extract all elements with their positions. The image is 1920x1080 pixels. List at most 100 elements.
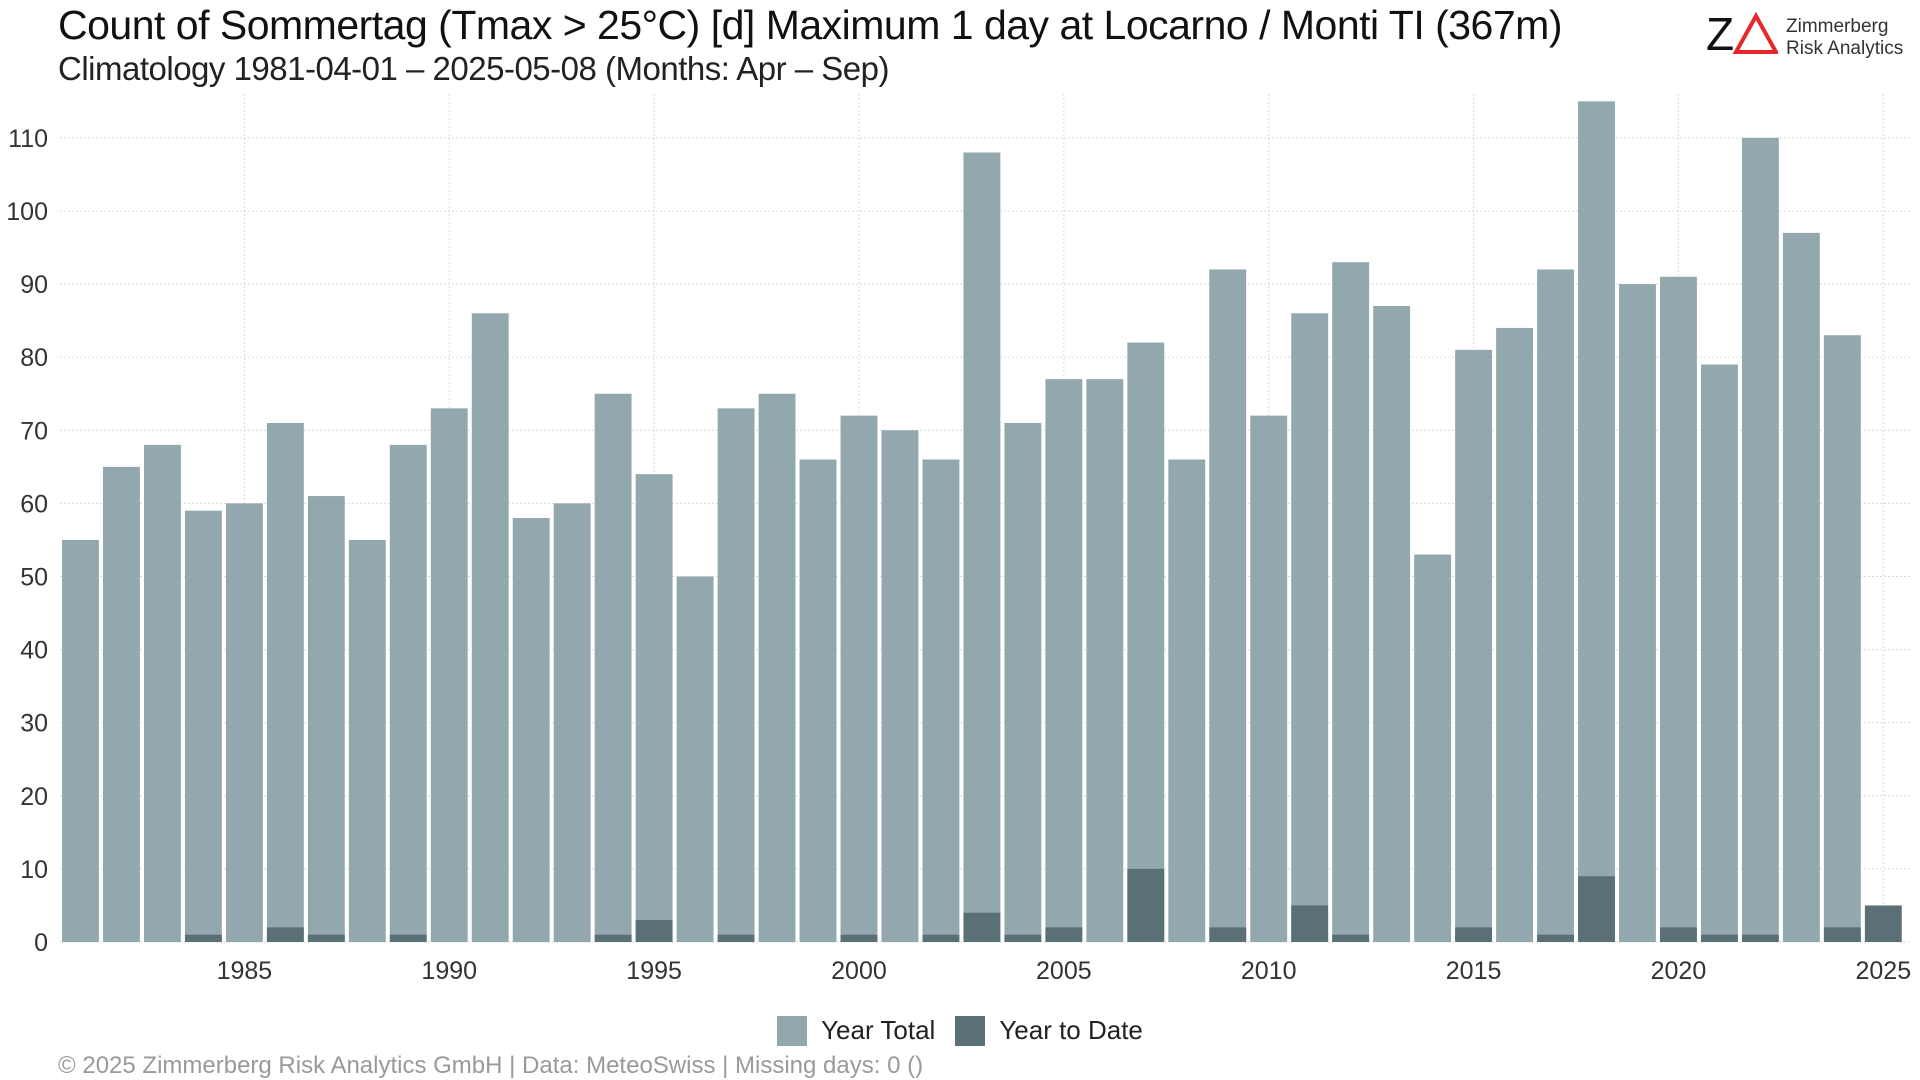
bar-year-total [922,459,960,942]
bar-year-to-date [840,934,878,942]
x-tick-label: 2020 [1651,957,1707,985]
bar-year-to-date [1332,934,1370,942]
y-tick-label: 100 [6,198,48,226]
bar-year-total [1127,342,1165,942]
chart-legend: Year Total Year to Date [0,1015,1920,1046]
y-tick-label: 80 [20,344,48,372]
bar-year-to-date [266,927,304,942]
bar-year-total [1660,276,1697,942]
y-tick-label: 20 [20,783,48,811]
x-tick-label: 2010 [1241,957,1297,985]
bar-year-total [1414,554,1452,942]
bar-year-total [307,496,345,942]
bar-year-to-date [1578,876,1615,942]
bar-year-total [676,576,714,942]
bar-year-total [1578,101,1615,942]
bar-year-total [225,503,263,942]
bar-year-to-date [594,934,632,942]
bar-year-total [389,444,427,942]
bar-year-total [840,415,878,943]
legend-swatch-year-total [777,1015,808,1046]
bar-year-total [103,466,140,942]
y-tick-label: 30 [20,710,48,738]
bar-year-to-date [389,934,427,942]
bars [62,101,1902,943]
bar-year-to-date [1741,934,1779,942]
x-tick-label: 2025 [1856,957,1912,985]
bar-year-total [799,459,837,942]
chart-subtitle: Climatology 1981-04-01 – 2025-05-08 (Mon… [58,50,890,87]
bar-year-total [1250,415,1288,943]
bar-year-to-date [717,934,755,942]
x-tick-label: 1990 [421,957,477,985]
bar-year-to-date [1700,934,1738,942]
y-tick-label: 10 [20,856,48,884]
bar-year-to-date [1823,927,1861,942]
chart-title: Count of Sommertag (Tmax > 25°C) [d] Max… [58,2,1562,48]
bar-year-total [717,408,755,942]
svg-text:Z: Z [1706,12,1734,56]
bar-year-to-date [184,934,222,942]
bar-year-total [1209,269,1247,943]
bar-year-to-date [1209,927,1247,942]
bar-year-total [1086,379,1124,942]
bar-year-total [1168,459,1206,942]
bar-year-to-date [1864,905,1902,942]
legend-label-year-to-date: Year to Date [999,1015,1143,1045]
bar-year-total [430,408,468,942]
x-tick-label: 2000 [831,957,887,985]
bar-year-total [1782,232,1820,942]
bar-year-total [1455,349,1493,942]
bar-chart: 0 10 20 30 40 50 60 70 80 90 100 110 1985 1990 1995 200… [6,94,1912,985]
x-tick-label: 2015 [1446,957,1502,985]
y-tick-label: 60 [20,490,48,518]
y-tick-label: 90 [20,271,48,299]
legend-item-year-total: Year Total [777,1015,935,1046]
y-tick-label: 40 [20,637,48,665]
bar-year-total [553,503,591,942]
bar-year-to-date [1045,927,1083,942]
company-logo: Z Zimmerberg Risk Analytics [1706,12,1906,60]
bar-year-total [1619,284,1656,942]
bar-year-total [1291,313,1329,943]
bar-year-to-date [922,934,960,942]
bar-year-total [635,474,673,942]
bar-year-to-date [1291,905,1329,942]
y-tick-label: 50 [20,563,48,591]
bar-year-to-date [307,934,345,942]
bar-year-total [881,430,919,942]
y-tick-label: 0 [34,929,48,957]
bar-year-total [1332,262,1370,942]
logo-mark-icon: Z [1706,12,1778,56]
y-tick-label: 110 [8,125,48,153]
bar-year-total [512,518,550,942]
bar-year-total [1700,364,1738,942]
bar-year-to-date [1537,934,1574,942]
bar-year-total [143,444,181,942]
bar-year-total [348,539,386,942]
y-tick-label: 70 [20,417,48,445]
x-tick-label: 1995 [626,957,682,985]
bar-year-total [1004,422,1042,942]
axis-labels: 0 10 20 30 40 50 60 70 80 90 100 110 1985 1990 1995 200… [6,125,1911,985]
bar-year-total [963,152,1001,942]
bar-year-total [471,313,509,943]
bar-year-total [594,393,632,943]
bar-year-total [758,393,796,943]
footer-credits: © 2025 Zimmerberg Risk Analytics GmbH | … [58,1052,924,1079]
bar-year-to-date [1127,868,1165,942]
legend-label-year-total: Year Total [821,1015,936,1045]
x-tick-label: 2005 [1036,957,1092,985]
bar-year-to-date [1455,927,1493,942]
bar-year-total [1373,306,1411,942]
bar-year-total [1496,327,1533,942]
bar-year-to-date [1004,934,1042,942]
bar-year-total [1741,137,1779,943]
legend-swatch-year-to-date [955,1015,986,1046]
x-tick-label: 1985 [217,957,273,985]
bar-year-total [62,539,99,942]
logo-line-2: Risk Analytics [1786,38,1904,59]
bar-year-to-date [1660,927,1697,942]
bar-year-total [184,510,222,942]
bar-year-total [1823,335,1861,942]
